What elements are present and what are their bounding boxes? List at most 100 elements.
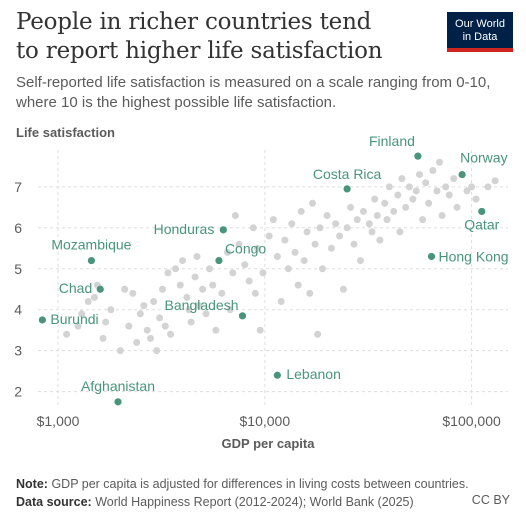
data-point [133, 338, 141, 346]
data-point [303, 228, 311, 236]
y-tick-label: 6 [14, 220, 22, 236]
data-point [191, 273, 199, 281]
data-point [405, 183, 413, 191]
data-point [402, 203, 410, 211]
data-point [176, 281, 184, 289]
data-point [412, 187, 420, 195]
point-label: Honduras [154, 221, 215, 237]
data-point [343, 224, 351, 232]
highlighted-data-point [238, 312, 247, 320]
point-label: Afghanistan [81, 378, 155, 394]
data-point [102, 318, 110, 326]
data-point [212, 326, 220, 334]
data-point [350, 240, 358, 248]
data-point [251, 289, 259, 297]
x-tick-label: $1,000 [37, 413, 80, 429]
data-point [339, 285, 347, 293]
point-label: Chad [59, 280, 92, 296]
data-point [442, 183, 450, 191]
highlighted-data-point [478, 207, 486, 216]
y-tick-label: 3 [14, 343, 22, 359]
data-point [84, 298, 92, 306]
data-point [323, 212, 331, 220]
point-label: Burundi [50, 311, 98, 327]
point-label: Finland [369, 133, 415, 149]
data-point [376, 236, 384, 244]
highlighted-data-point [87, 256, 96, 265]
data-point [78, 310, 86, 318]
chart-subtitle: Self-reported life satisfaction is measu… [16, 74, 491, 111]
data-point [419, 216, 427, 224]
data-point [99, 334, 107, 342]
data-point [223, 248, 231, 256]
title-line-1: People in richer countries tend [16, 9, 372, 35]
data-point [438, 212, 446, 220]
data-point [269, 216, 277, 224]
highlighted-data-point [343, 185, 351, 193]
license-link[interactable]: CC BY [471, 493, 510, 507]
data-point [336, 232, 344, 240]
data-point [202, 310, 210, 318]
data-point [463, 187, 471, 195]
point-label: Lebanon [286, 366, 341, 382]
data-point [164, 269, 172, 277]
data-point [107, 306, 115, 314]
data-point [193, 252, 201, 260]
data-point [150, 298, 158, 306]
note-label: Note: [16, 477, 48, 491]
data-point [158, 285, 166, 293]
data-point [316, 224, 324, 232]
point-label: Congo [225, 241, 266, 257]
data-point [249, 224, 257, 232]
x-axis-label: GDP per capita [222, 436, 316, 451]
data-point [450, 175, 458, 183]
data-point [318, 265, 326, 273]
data-point [256, 326, 264, 334]
data-point [311, 240, 319, 248]
data-point [373, 212, 381, 220]
y-tick-label: 2 [14, 384, 22, 400]
point-label: Norway [460, 150, 507, 166]
data-point [199, 285, 207, 293]
data-point [300, 257, 308, 265]
data-point [273, 252, 281, 260]
data-point [383, 216, 391, 224]
data-point [185, 306, 193, 314]
data-point [209, 281, 217, 289]
data-point [226, 306, 234, 314]
data-point [187, 318, 195, 326]
data-point [63, 330, 71, 338]
data-point [116, 347, 124, 355]
data-point [396, 228, 404, 236]
data-point [425, 199, 433, 207]
highlighted-data-point [458, 170, 466, 179]
data-point [183, 293, 191, 301]
data-point [409, 195, 417, 203]
point-label: Mozambique [51, 237, 131, 253]
data-point [231, 212, 239, 220]
data-point [121, 285, 129, 293]
background-points [63, 158, 499, 355]
data-point [291, 248, 299, 256]
data-point [445, 191, 453, 199]
data-point [281, 236, 289, 244]
data-point [161, 322, 169, 330]
data-point [265, 232, 273, 240]
y-tick-label: 5 [14, 261, 22, 277]
data-point [368, 228, 376, 236]
owid-logo[interactable]: Our World in Data [447, 12, 513, 52]
data-point [146, 334, 154, 342]
source-text: World Happiness Report (2012-2024); Worl… [95, 495, 414, 509]
logo-line-1: Our World [455, 18, 505, 30]
y-tick-label: 4 [14, 302, 22, 318]
data-point [359, 207, 367, 215]
data-point [491, 177, 499, 185]
data-point [394, 191, 402, 199]
data-point [468, 183, 476, 191]
note-text: GDP per capita is adjusted for differenc… [51, 477, 469, 491]
y-tick-labels: 2 3 4 5 6 7 [14, 179, 22, 400]
data-point [143, 326, 151, 334]
data-point [327, 244, 335, 252]
y-axis-label: Life satisfaction [16, 125, 115, 140]
